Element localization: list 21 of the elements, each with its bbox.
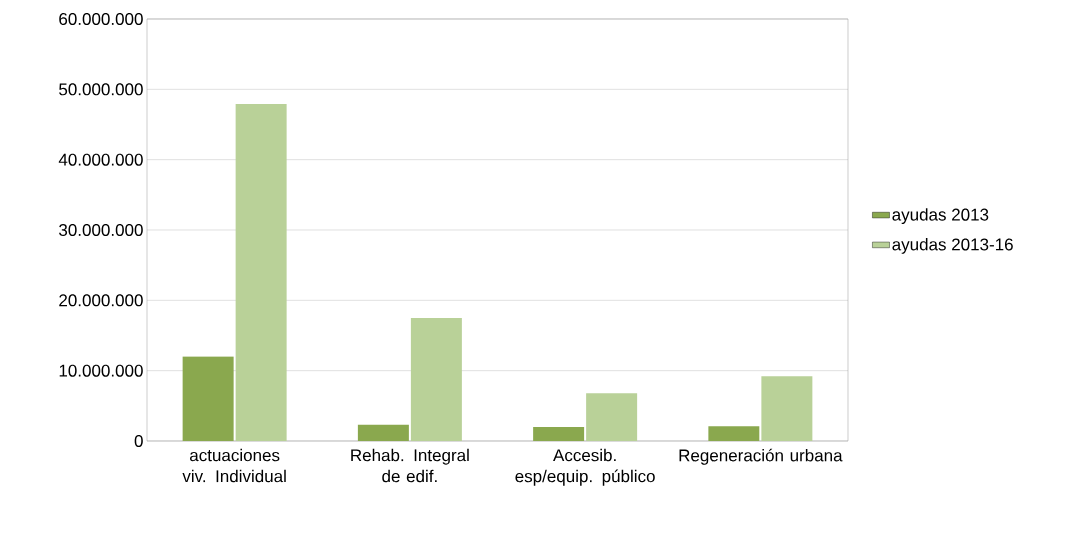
- y-tick-label: 50.000.000: [59, 83, 143, 96]
- bar: [235, 104, 287, 441]
- x-tick-label: Regeneración urbana: [679, 448, 843, 465]
- y-tick-label: 40.000.000: [58, 153, 143, 166]
- bar: [586, 393, 638, 441]
- bar: [533, 426, 585, 441]
- x-tick-label: actuaciones viv. Individual: [182, 448, 286, 483]
- bar: [410, 317, 462, 441]
- y-tick-label: 30.000.000: [59, 223, 143, 237]
- bar: [182, 356, 234, 441]
- bar: [357, 424, 409, 441]
- legend-label: ayudas 2013: [892, 208, 989, 225]
- y-tick-label: 0: [134, 434, 143, 448]
- y-tick-label: 60.000.000: [59, 12, 143, 26]
- bar: [761, 376, 813, 441]
- bar: [708, 426, 760, 441]
- y-tick-label: 10.000.000: [59, 364, 143, 377]
- x-tick-label: Accesib. esp/equip. público: [515, 448, 655, 486]
- y-tick-label: 20.000.000: [59, 294, 143, 307]
- legend-label: ayudas 2013-16: [892, 238, 1013, 254]
- x-tick-label: Rehab. Integral de edif.: [351, 448, 469, 483]
